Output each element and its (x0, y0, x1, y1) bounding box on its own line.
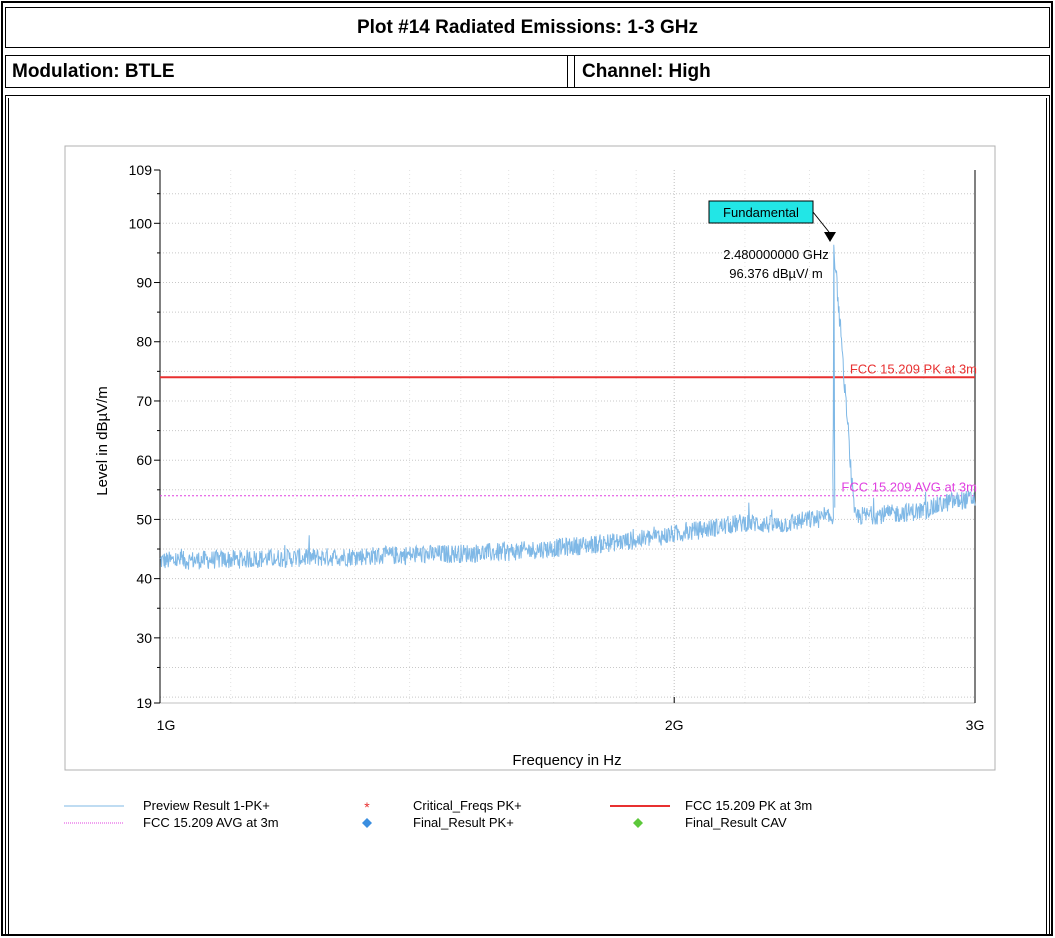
x-tick-label: 2G (665, 717, 684, 733)
y-tick-label: 19 (136, 695, 152, 711)
preview-result-trace (159, 244, 976, 570)
y-tick-label: 50 (136, 511, 152, 527)
chart-labels: Frequency in Hz Level in dBµV/m FCC 15.2… (94, 361, 977, 769)
y-tick-label: 109 (129, 162, 153, 178)
fundamental-label: Fundamental (723, 205, 799, 220)
legend-label: Final_Result CAV (685, 815, 787, 830)
legend-label: FCC 15.209 PK at 3m (685, 798, 812, 813)
plot-body-inner-border (8, 98, 1047, 934)
y-tick-label: 90 (136, 275, 152, 291)
annotation-level: 96.376 dBµV/ m (729, 266, 823, 281)
chart-legend: Preview Result 1-PK+ * Critical_Freqs PK+ F… (64, 798, 812, 830)
meta-divider (574, 56, 575, 87)
meta-row: Modulation: BTLE Channel: High (5, 55, 1050, 88)
y-tick-label: 80 (136, 334, 152, 350)
modulation-label: Modulation: BTLE (6, 56, 568, 87)
annotation-frequency: 2.480000000 GHz (723, 247, 829, 262)
x-axis-label: Frequency in Hz (512, 752, 621, 769)
legend-label: Critical_Freqs PK+ (413, 798, 522, 813)
y-tick-label: 30 (136, 630, 152, 646)
limit-line-label: FCC 15.209 PK at 3m (850, 361, 977, 376)
legend-diamond-icon (362, 818, 372, 828)
annotation-leader (812, 211, 830, 233)
annotation-marker-icon (824, 232, 836, 242)
fundamental-annotation: Fundamental 2.480000000 GHz 96.376 dBµV/… (708, 200, 836, 281)
legend-diamond-icon (633, 818, 643, 828)
x-tick-label: 1G (157, 717, 176, 733)
plot-title: Plot #14 Radiated Emissions: 1-3 GHz (5, 7, 1050, 48)
legend-star-icon: * (364, 799, 370, 815)
chart-panel (64, 145, 996, 771)
y-tick-label: 60 (136, 452, 152, 468)
plot-body-box (5, 95, 1050, 934)
y-axis-label: Level in dBµV/m (94, 386, 111, 496)
channel-label: Channel: High (582, 61, 711, 82)
chart-axes: 19 30 40 50 60 70 80 90 100 109 1G 2G 3G (129, 162, 985, 733)
legend-label: Final_Result PK+ (413, 815, 514, 830)
chart-series (159, 244, 976, 570)
legend-label: Preview Result 1-PK+ (143, 798, 270, 813)
x-tick-label: 3G (966, 717, 985, 733)
y-tick-label: 40 (136, 571, 152, 587)
y-tick-label: 100 (129, 215, 153, 231)
y-tick-label: 70 (136, 393, 152, 409)
legend-label: FCC 15.209 AVG at 3m (143, 815, 279, 830)
limit-line-label: FCC 15.209 AVG at 3m (841, 480, 977, 495)
